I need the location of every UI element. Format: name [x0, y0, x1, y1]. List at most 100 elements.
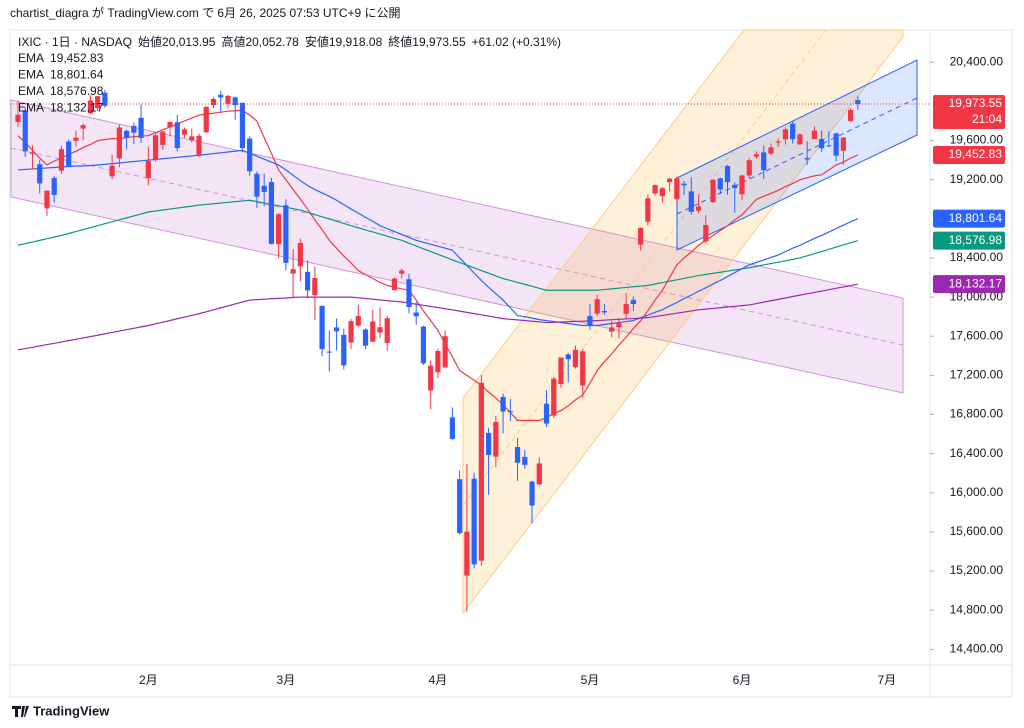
- candle-body: [674, 178, 680, 200]
- candle-body: [724, 166, 731, 183]
- candle-body: [855, 100, 861, 105]
- candle-body: [95, 96, 101, 109]
- ema-line: [17, 199, 859, 291]
- candle-body: [471, 478, 477, 565]
- candle-body: [370, 321, 376, 342]
- y-tick-label: 14,800.00: [950, 602, 1004, 616]
- candle-body: [457, 479, 463, 534]
- legend-value: 19,452.83: [50, 51, 104, 65]
- candle-body: [732, 184, 738, 189]
- change: +61.02 (+0.31%): [472, 35, 561, 49]
- candle-body: [572, 349, 579, 368]
- ema-line: [17, 109, 859, 421]
- ema-price-tag: [933, 145, 1005, 164]
- candle-body: [362, 329, 369, 346]
- legend-name: EMA: [18, 100, 44, 114]
- candle-body: [486, 432, 492, 455]
- y-tick-label: 14,400.00: [950, 642, 1004, 656]
- ema-price-label: 18,576.98: [949, 233, 1003, 247]
- x-tick-label: 2月: [139, 673, 158, 687]
- legend-value: 18,801.64: [50, 68, 104, 82]
- candle-body: [391, 278, 398, 291]
- candle-body: [695, 206, 702, 211]
- candle-body: [66, 141, 72, 167]
- candle-body: [529, 481, 535, 506]
- ema-price-tag: [933, 209, 1005, 228]
- candle-body: [80, 125, 86, 129]
- ohlc-key: 終値: [388, 34, 412, 49]
- legend-value: 18,132.17: [50, 100, 104, 114]
- candle-body: [138, 117, 144, 138]
- candle-body: [87, 100, 93, 114]
- candle-body: [594, 299, 600, 314]
- candle-body: [51, 177, 57, 195]
- candle-body: [667, 178, 673, 183]
- candle-body: [848, 109, 854, 121]
- candle-body: [116, 127, 122, 159]
- legend-name: EMA: [18, 84, 44, 98]
- candle-body: [811, 130, 817, 140]
- y-tick-label: 16,400.00: [950, 446, 1004, 460]
- candle-body: [341, 334, 347, 366]
- candle-body: [276, 214, 282, 245]
- footer-logo: TradingView: [12, 703, 110, 718]
- ohlc-key: 安値: [305, 34, 329, 49]
- last-price-label: 19,973.55: [949, 96, 1003, 110]
- candle-body: [688, 191, 694, 212]
- candle-body: [145, 161, 151, 179]
- ema-line: [17, 283, 858, 351]
- candle-body: [442, 336, 448, 368]
- x-tick-label: 6月: [733, 673, 752, 687]
- candle-body: [124, 130, 130, 138]
- candle-body: [355, 315, 361, 326]
- legend: IXIC · 1日 · NASDAQ 始値 20,013.95 高値 20,052.7…: [18, 34, 561, 114]
- candle-body: [384, 318, 390, 343]
- footer: TradingView: [33, 703, 110, 718]
- candle-body: [630, 299, 636, 305]
- candle-body: [261, 185, 267, 192]
- candle-body: [399, 270, 405, 274]
- candle-body: [333, 327, 340, 332]
- candle-body: [558, 357, 564, 385]
- candle-body: [623, 304, 629, 314]
- candle-body: [348, 321, 354, 343]
- candle-body: [478, 382, 484, 561]
- candle-body: [819, 138, 825, 149]
- candle-body: [210, 98, 217, 106]
- candle-body: [283, 205, 289, 263]
- candle-body: [601, 311, 608, 313]
- candle-body: [218, 94, 224, 98]
- candle-body: [247, 138, 253, 172]
- candle-body: [753, 154, 760, 157]
- candle-body: [761, 152, 767, 171]
- candle-body: [826, 145, 832, 147]
- candle-body: [790, 123, 796, 140]
- candle-body: [551, 378, 557, 416]
- legend-name: EMA: [18, 51, 44, 65]
- candle-body: [225, 95, 231, 104]
- drawings: [10, 29, 918, 615]
- logo-mark: [12, 706, 29, 717]
- ohlc-key: 始値: [138, 34, 162, 49]
- candle-body: [464, 531, 470, 576]
- candle-body: [609, 327, 615, 332]
- candle-body: [638, 227, 644, 245]
- candle-body: [160, 131, 166, 145]
- candle-body: [500, 396, 506, 412]
- rising-channel: [676, 59, 918, 251]
- candle-body: [254, 173, 260, 197]
- descending-channel: [10, 99, 904, 394]
- x-tick-label: 4月: [429, 673, 448, 687]
- candle-body: [305, 271, 311, 291]
- candle-body: [449, 417, 455, 439]
- y-tick-label: 16,000.00: [950, 485, 1004, 499]
- ascending-channel: [462, 29, 904, 615]
- candle-body: [840, 137, 846, 151]
- candle-body: [746, 160, 752, 176]
- candle-body: [833, 133, 839, 156]
- candle-body: [290, 269, 296, 274]
- candle-body: [420, 326, 427, 364]
- symbol: IXIC · 1日 · NASDAQ: [18, 35, 132, 49]
- candle-body: [297, 243, 303, 267]
